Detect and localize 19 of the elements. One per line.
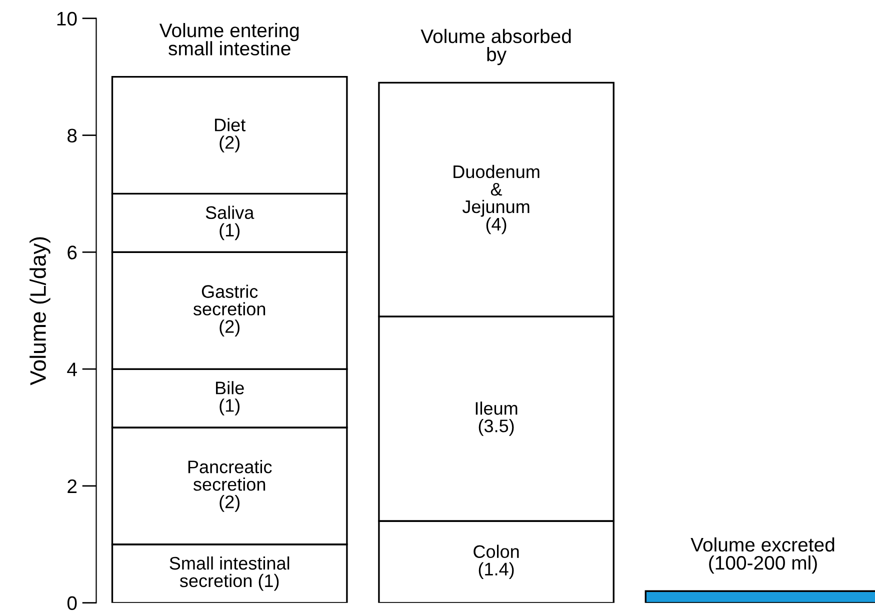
y-tick-label: 6: [68, 246, 77, 260]
y-tick-label: 0: [67, 596, 77, 610]
data-label: Bile (1): [216, 381, 244, 416]
y-tick-label: 10: [57, 12, 77, 26]
data-label: Gastric secretion (2): [193, 284, 266, 336]
y-axis-title: Volume (L/day): [30, 237, 50, 386]
data-label: Diet (2): [215, 118, 246, 152]
data-label: Pancreatic secretion (2): [188, 460, 272, 512]
x-tick-label: Volume absorbed by: [420, 28, 571, 66]
y-tick-label: 4: [67, 362, 77, 376]
data-label: Ileum (3.5): [476, 402, 518, 436]
data-label: Saliva (1): [206, 206, 254, 240]
y-tick-label: 2: [68, 479, 77, 493]
data-label: Small intestinal secretion (1): [170, 556, 290, 591]
x-tick-label: Volume entering small intestine: [159, 23, 299, 56]
x-tick-label: Volume excreted (100-200 ml): [690, 537, 834, 574]
y-tick-label: 8: [68, 128, 77, 142]
data-label: Duodenum & Jejunum (4): [454, 164, 540, 234]
data-label: Colon (1.4): [474, 544, 519, 580]
